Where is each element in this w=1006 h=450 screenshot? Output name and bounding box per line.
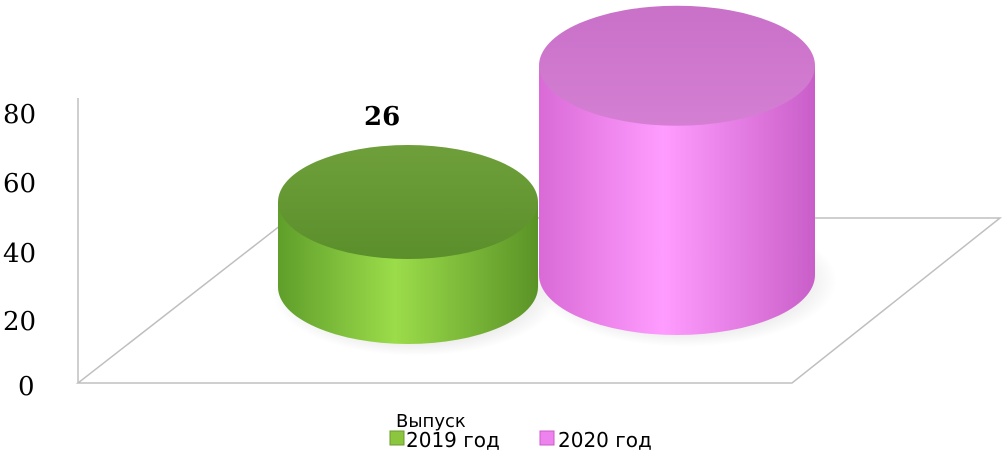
legend-label-2020: 2020 год xyxy=(558,428,652,450)
y-tick-label: 0 xyxy=(18,372,35,402)
legend-label-2019: 2019 год xyxy=(406,428,500,450)
bars: 2664 xyxy=(272,5,837,356)
chart-floor xyxy=(75,98,1003,384)
y-axis-ticks: 0 20 40 60 80 xyxy=(3,100,36,402)
bar-2020 xyxy=(539,65,815,335)
y-tick-label: 80 xyxy=(3,100,36,130)
y-tick-label: 20 xyxy=(3,307,36,337)
legend-swatch-2020 xyxy=(539,430,555,446)
legend-item-2019: 2019 год xyxy=(389,428,500,450)
legend-item-2020: 2020 год xyxy=(539,428,652,450)
legend-swatch-2019 xyxy=(389,430,405,446)
category-label: Выпуск xyxy=(396,411,466,432)
y-tick-label: 40 xyxy=(3,239,36,269)
legend: 2019 год 2020 год xyxy=(389,428,652,450)
data-label-2019: 26 xyxy=(364,102,400,132)
y-tick-label: 60 xyxy=(3,169,36,199)
bar-top-2019 xyxy=(278,144,538,259)
bar-top-2020 xyxy=(539,5,815,126)
floor-plane xyxy=(75,217,1003,384)
